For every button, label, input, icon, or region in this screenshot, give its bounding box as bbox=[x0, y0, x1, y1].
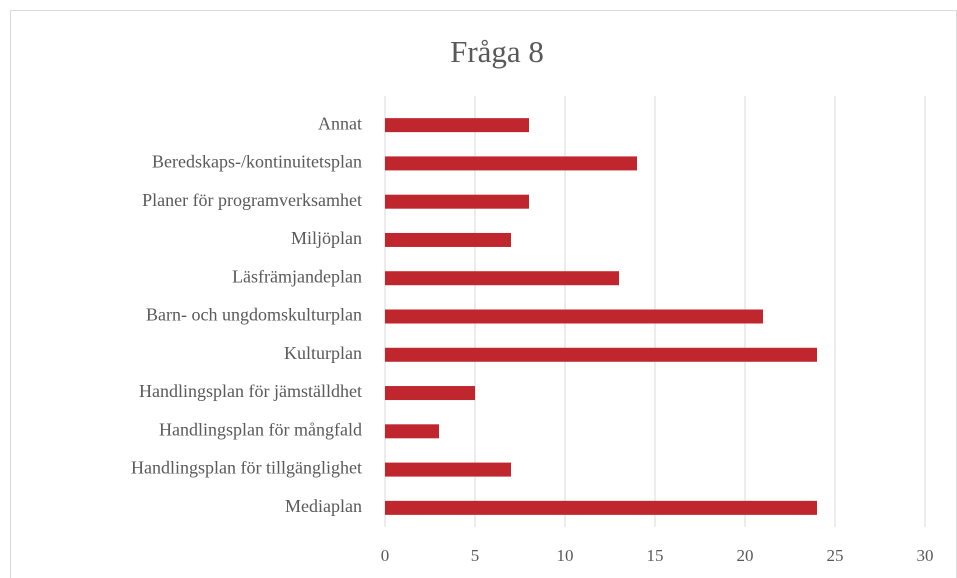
chart-border bbox=[10, 10, 957, 578]
x-tick-label: 0 bbox=[381, 546, 390, 565]
bar bbox=[385, 118, 529, 133]
chart-title: Fråga 8 bbox=[450, 34, 544, 69]
y-tick-label: Planer för programverksamhet bbox=[142, 190, 362, 210]
y-tick-label: Miljöplan bbox=[291, 228, 362, 248]
bar bbox=[385, 194, 529, 209]
bar bbox=[385, 500, 817, 515]
x-tick-label: 10 bbox=[557, 546, 574, 565]
bar bbox=[385, 156, 637, 171]
y-tick-label: Kulturplan bbox=[284, 343, 362, 363]
y-tick-label: Handlingsplan för mångfald bbox=[159, 419, 362, 439]
bar bbox=[385, 309, 763, 324]
x-tick-label: 25 bbox=[827, 546, 844, 565]
bar bbox=[385, 424, 439, 439]
y-tick-label: Beredskaps-/kontinuitetsplan bbox=[152, 152, 362, 172]
bar bbox=[385, 347, 817, 362]
y-tick-label: Handlingsplan för jämställdhet bbox=[139, 381, 362, 401]
x-tick-label: 15 bbox=[647, 546, 664, 565]
bar bbox=[385, 271, 619, 286]
y-tick-label: Annat bbox=[318, 113, 362, 133]
x-tick-label: 30 bbox=[917, 546, 934, 565]
y-tick-label: Handlingsplan för tillgänglighet bbox=[131, 458, 362, 478]
y-tick-label: Läsfrämjandeplan bbox=[232, 266, 362, 286]
bar bbox=[385, 386, 475, 401]
bar bbox=[385, 232, 511, 247]
y-tick-label: Barn- och ungdomskulturplan bbox=[146, 305, 362, 325]
bar bbox=[385, 462, 511, 477]
x-tick-label: 5 bbox=[471, 546, 480, 565]
x-tick-label: 20 bbox=[737, 546, 754, 565]
y-tick-label: Mediaplan bbox=[285, 496, 362, 516]
